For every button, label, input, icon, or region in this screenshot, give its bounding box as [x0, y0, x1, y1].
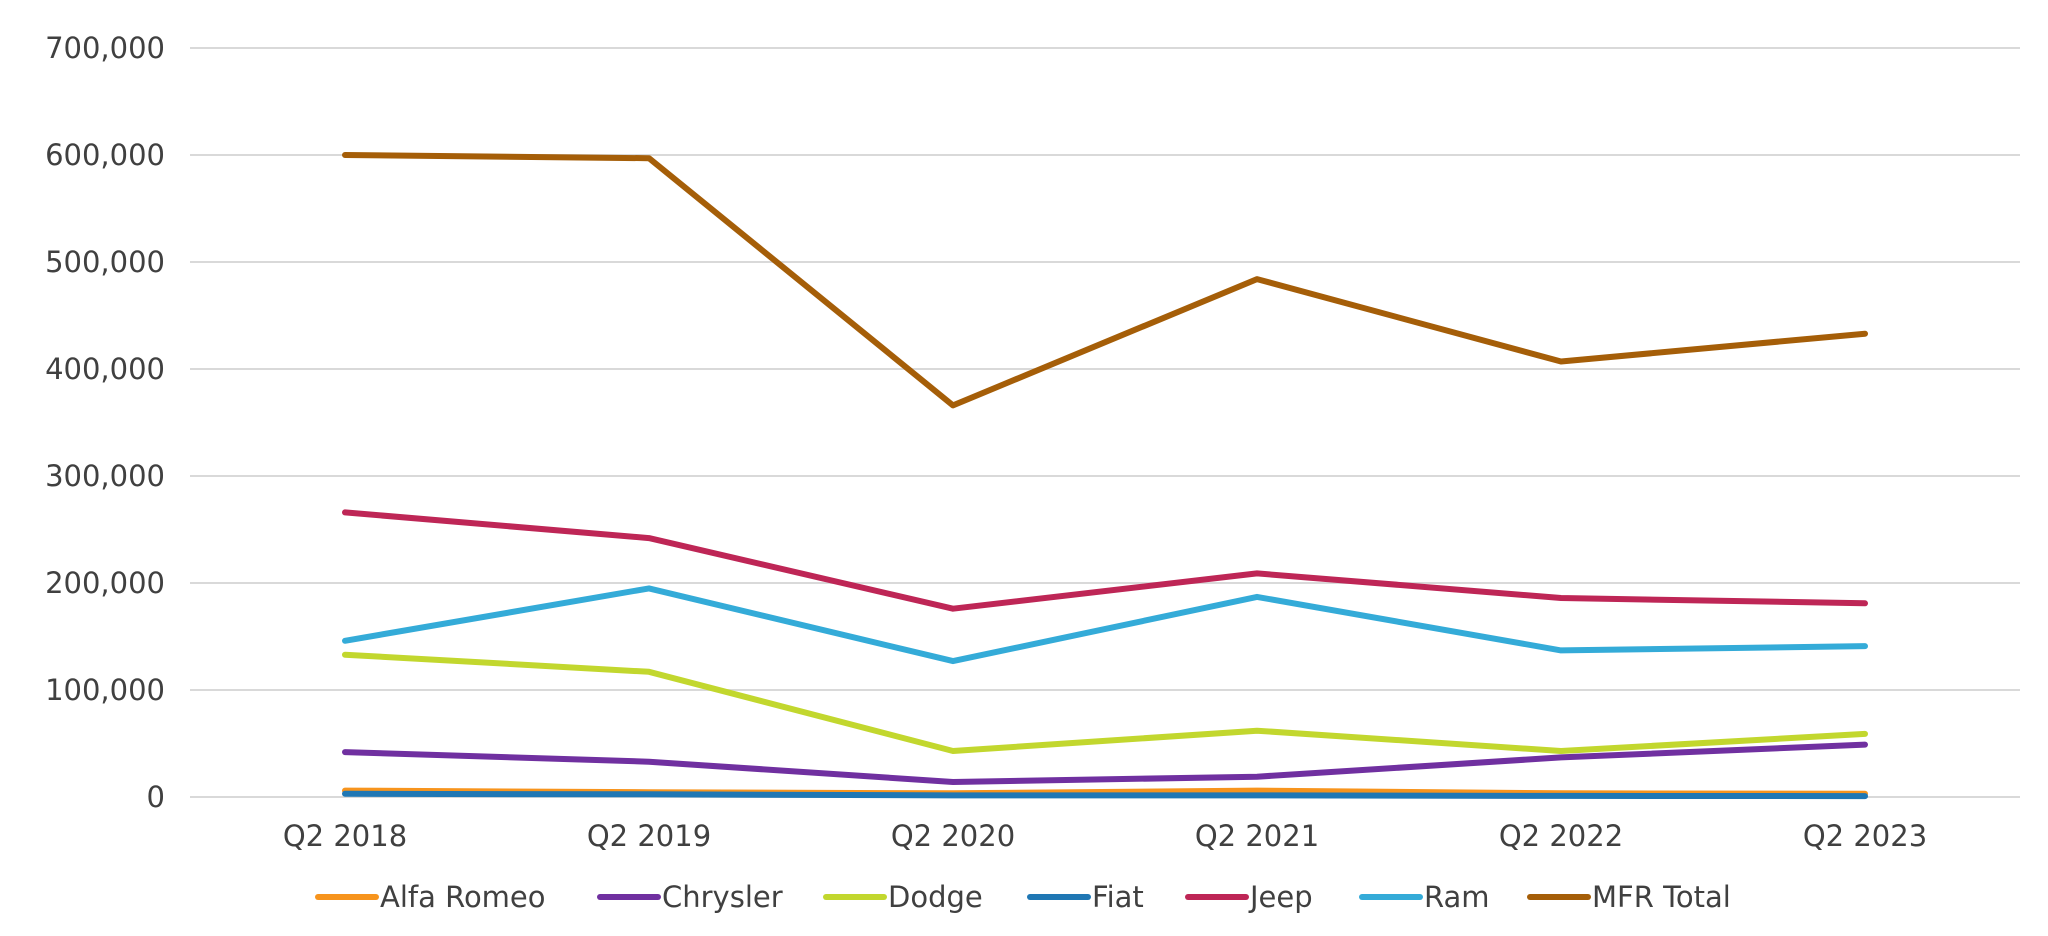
x-tick-label: Q2 2020 [891, 819, 1015, 853]
x-tick-label: Q2 2022 [1499, 819, 1623, 853]
y-tick-label: 200,000 [45, 566, 165, 600]
y-tick-label: 700,000 [45, 31, 165, 65]
x-tick-label: Q2 2023 [1803, 819, 1927, 853]
legend-label: Alfa Romeo [380, 880, 546, 914]
y-tick-label: 500,000 [45, 245, 165, 279]
series-line-jeep [342, 509, 1868, 612]
series-line-dodge [342, 651, 1868, 754]
series-lines [342, 152, 1868, 800]
x-tick-label: Q2 2021 [1195, 819, 1319, 853]
legend-label: Fiat [1092, 880, 1144, 914]
legend-item-mfr-total: MFR Total [1527, 880, 1731, 914]
legend-label: Dodge [888, 880, 983, 914]
legend-label: MFR Total [1592, 880, 1731, 914]
legend-item-jeep: Jeep [1185, 880, 1313, 914]
y-tick-label: 100,000 [45, 673, 165, 707]
legend-label: Chrysler [662, 880, 783, 914]
series-line-mfr-total [342, 152, 1868, 409]
legend-item-alfa-romeo: Alfa Romeo [315, 880, 546, 914]
legend-item-ram: Ram [1359, 880, 1490, 914]
y-tick-label: 600,000 [45, 138, 165, 172]
legend: Alfa Romeo Chrysler Dodge Fiat Jeep Ram MFR To… [315, 880, 1731, 914]
legend-item-fiat: Fiat [1027, 880, 1144, 914]
y-tick-label: 300,000 [45, 459, 165, 493]
series-line-ram [342, 585, 1868, 665]
y-axis-tick-labels: 0 100,000 200,000 300,000 400,000 500,000 600,… [45, 31, 165, 814]
y-tick-label: 400,000 [45, 352, 165, 386]
legend-item-chrysler: Chrysler [597, 880, 783, 914]
legend-item-dodge: Dodge [823, 880, 983, 914]
legend-label: Jeep [1248, 880, 1313, 914]
x-tick-label: Q2 2019 [587, 819, 711, 853]
y-tick-label: 0 [147, 780, 165, 814]
legend-label: Ram [1424, 880, 1490, 914]
series-line-chrysler [342, 741, 1868, 785]
series-line-fiat [342, 790, 1868, 800]
x-tick-label: Q2 2018 [283, 819, 407, 853]
x-axis-tick-labels: Q2 2018 Q2 2019 Q2 2020 Q2 2021 Q2 2022 Q2 20… [283, 819, 1927, 853]
gridlines [190, 47, 2020, 798]
